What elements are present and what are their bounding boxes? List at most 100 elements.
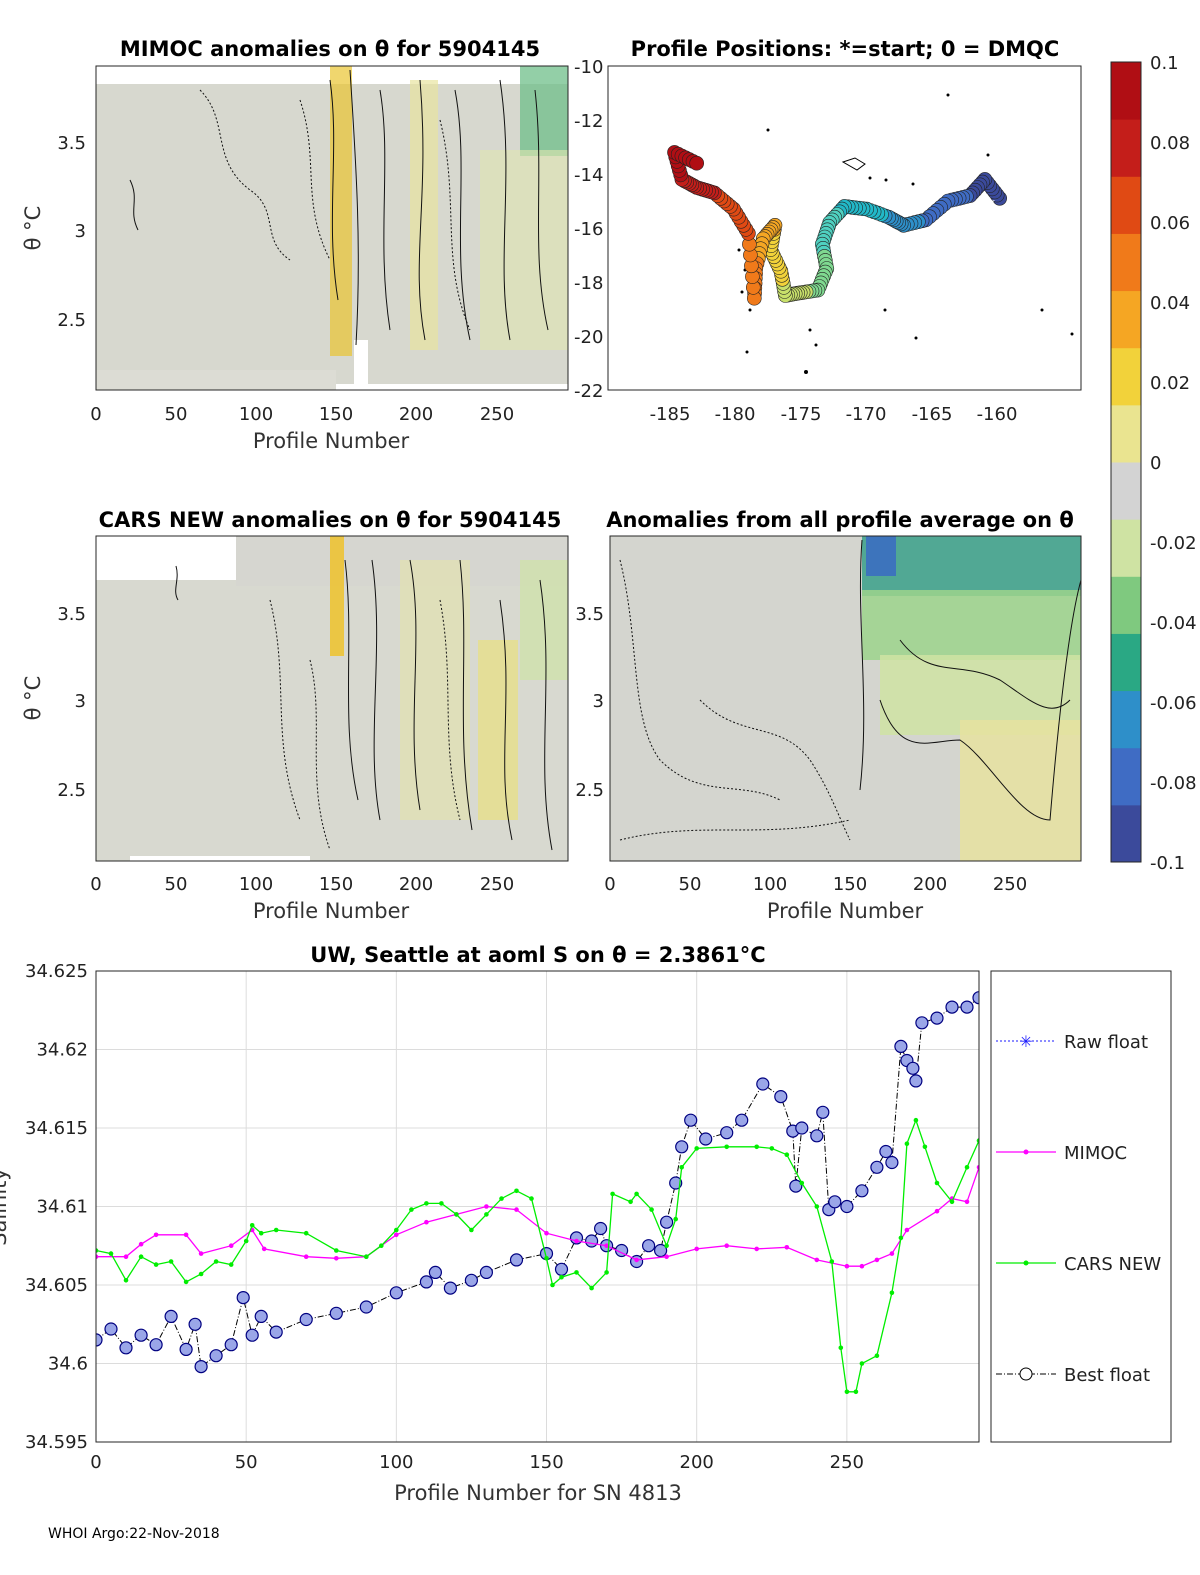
best-float-marker — [909, 1074, 923, 1088]
best-float-marker — [789, 1179, 803, 1193]
cars-new-point — [913, 1117, 919, 1123]
best-float-marker — [756, 1077, 770, 1091]
average-ytick-1: 3 — [593, 691, 604, 712]
best-float-marker — [245, 1328, 259, 1342]
cars-new-point — [769, 1146, 775, 1151]
cars-new-point — [664, 1243, 669, 1248]
cars-new-point — [544, 1256, 549, 1261]
legend-best-float: Best float — [996, 1365, 1150, 1386]
cars-new-point — [550, 1282, 555, 1288]
best-float-marker — [870, 1160, 884, 1174]
colorbar-tick-1: 0.08 — [1150, 133, 1190, 154]
positions-ytick-0: -10 — [574, 57, 603, 78]
mimoc-point — [424, 1219, 429, 1225]
mimoc-point — [889, 1251, 895, 1256]
best-float-marker — [269, 1325, 283, 1339]
best-float-marker — [684, 1113, 698, 1127]
cars-new-point — [153, 1262, 159, 1267]
best-float-marker — [254, 1309, 268, 1324]
mimoc-heat-gap — [354, 340, 368, 390]
salinity-ytick-5: 34.62 — [36, 1040, 88, 1061]
mimoc-point — [964, 1199, 970, 1205]
legend-mimoc: MIMOC — [996, 1143, 1127, 1164]
best-float-marker — [828, 1195, 842, 1209]
cars-xticks: 0 50 100 150 200 250 — [90, 874, 514, 895]
cars-new-point — [904, 1141, 910, 1146]
best-float-marker — [428, 1265, 442, 1280]
mimoc-point — [514, 1207, 519, 1212]
salinity-grid — [95, 970, 979, 1443]
open-circle-icon — [1019, 1367, 1033, 1381]
average-xticks: 0 50 100 150 200 250 — [604, 874, 1027, 895]
cars-new-point — [829, 1259, 835, 1264]
average-ytick-2: 3.5 — [575, 604, 604, 625]
asterisk-icon: ✳ — [1019, 1032, 1032, 1051]
best-float-marker — [930, 1011, 944, 1025]
average-contour-dotted — [619, 559, 851, 841]
colorbar-swatch — [1111, 462, 1141, 520]
salinity-ytick-4: 34.615 — [25, 1118, 88, 1139]
best-float-marker — [179, 1342, 193, 1357]
best-float-marker — [419, 1275, 433, 1289]
best-float-marker — [479, 1265, 493, 1280]
average-xtick-2: 100 — [753, 874, 787, 895]
colorbar-swatch — [1111, 747, 1141, 806]
cars-new-point — [574, 1270, 579, 1275]
panel-mimoc-anomalies: MIMOC anomalies on θ for 5904145 0 50 10… — [21, 37, 569, 453]
mimoc-point — [664, 1254, 669, 1259]
positions-ytick-5: -20 — [574, 327, 603, 348]
best-float-marker — [735, 1113, 749, 1127]
cars-xtick-5: 250 — [480, 874, 514, 895]
mimoc-point — [138, 1241, 144, 1247]
mimoc-point — [859, 1263, 865, 1269]
best-float-marker — [945, 1000, 959, 1014]
cars-new-point — [394, 1227, 399, 1233]
best-float-marker — [389, 1286, 403, 1300]
cars-xtick-3: 150 — [319, 874, 353, 895]
best-float-marker — [774, 1089, 788, 1104]
colorbar-swatch — [1111, 404, 1141, 463]
cars-new-point — [198, 1271, 204, 1277]
best-float-marker — [209, 1349, 223, 1363]
colorbar-swatch — [1111, 804, 1141, 863]
colorbar-swatch — [1111, 347, 1141, 406]
cars-xtick-1: 50 — [165, 874, 188, 895]
best-float-marker — [879, 1144, 893, 1159]
best-float-marker — [675, 1140, 689, 1154]
cars-title: CARS NEW anomalies on θ for 5904145 — [99, 508, 562, 532]
average-title: Anomalies from all profile average on θ — [606, 508, 1074, 532]
average-xtick-4: 200 — [913, 874, 947, 895]
salinity-yticks: 34.595 34.6 34.605 34.61 34.615 34.62 34.625 — [25, 961, 88, 1453]
positions-xtick-3: -170 — [846, 404, 887, 425]
best-float-marker — [906, 1061, 920, 1075]
cars-new-point — [859, 1361, 865, 1366]
cars-new-point — [934, 1180, 940, 1186]
cars-xtick-2: 100 — [239, 874, 273, 895]
mimoc-heat-yellow — [410, 80, 438, 350]
cars-new-point — [694, 1146, 699, 1151]
best-float-marker — [720, 1126, 734, 1140]
salinity-xtick-0: 0 — [90, 1452, 101, 1473]
mimoc-point — [574, 1238, 579, 1244]
mimoc-xlabel: Profile Number — [253, 429, 410, 453]
average-heat-darkblue — [866, 536, 896, 576]
cars-new-point — [484, 1212, 489, 1217]
legend-cars: CARS NEW — [996, 1254, 1161, 1275]
dot-marker-icon — [1023, 1149, 1029, 1155]
best-float-marker — [509, 1253, 524, 1267]
mimoc-point — [604, 1243, 609, 1248]
salinity-xtick-3: 150 — [529, 1452, 563, 1473]
cars-new-point — [559, 1274, 564, 1280]
cars-heat-band — [330, 536, 344, 656]
cars-new-point — [514, 1188, 519, 1194]
best-float-marker — [464, 1273, 478, 1287]
salinity-legend: ✳ Raw float MIMOC CARS NEW Best float — [990, 970, 1172, 1443]
cars-new-point — [964, 1165, 970, 1170]
best-float-marker — [134, 1328, 148, 1342]
best-float-marker — [653, 1243, 668, 1258]
positions-ytick-1: -12 — [574, 111, 603, 132]
mimoc-point — [724, 1243, 729, 1248]
mimoc-point — [334, 1256, 339, 1261]
cars-new-point — [634, 1191, 639, 1197]
best-float-marker — [855, 1184, 869, 1198]
